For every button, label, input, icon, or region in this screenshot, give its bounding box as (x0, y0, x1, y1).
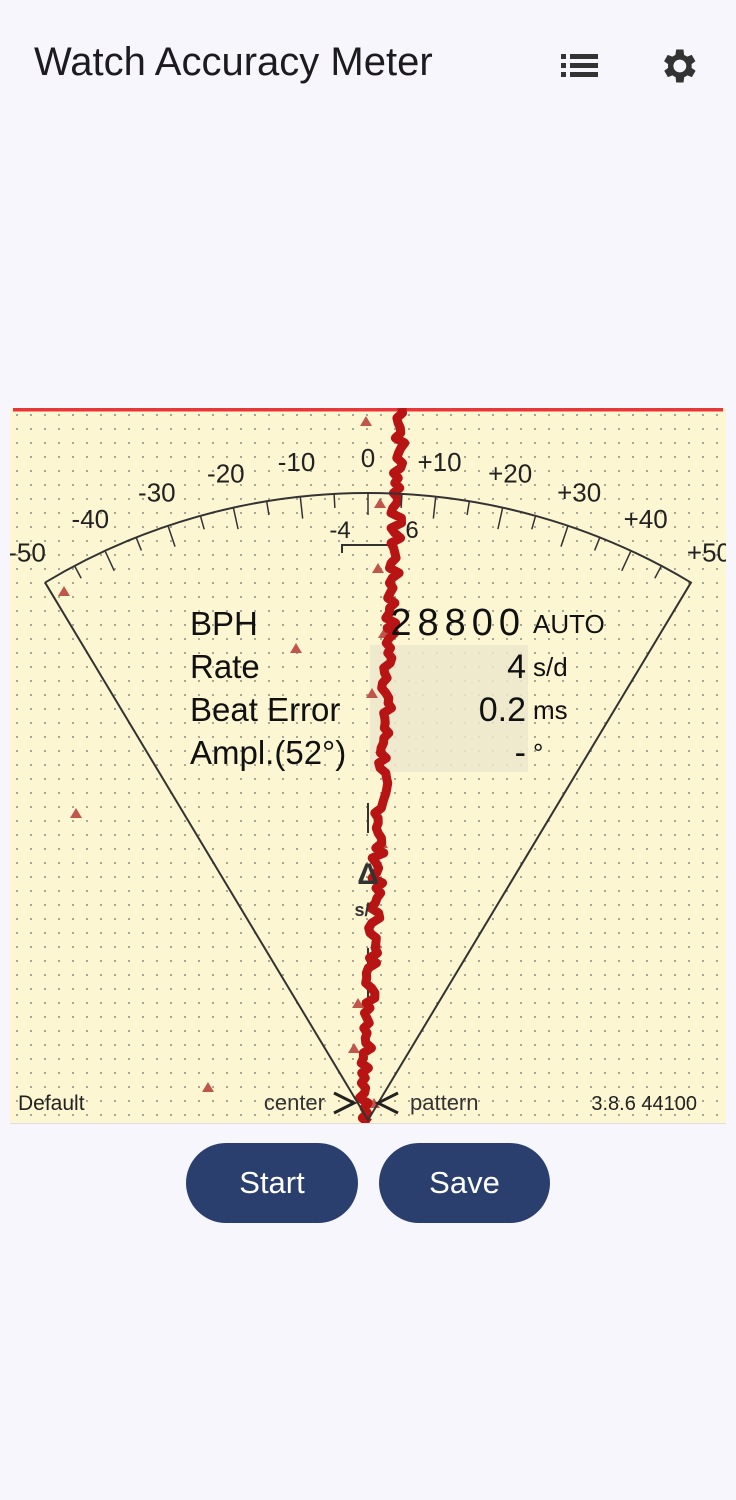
scale-label: -40 (72, 504, 110, 534)
scale-label: +50 (687, 538, 726, 568)
app-bar: Watch Accuracy Meter (0, 0, 736, 130)
center-label: center (264, 1090, 325, 1115)
scale-label: +40 (624, 504, 668, 534)
reading-unit: ° (533, 738, 543, 768)
scale-label: -10 (278, 447, 316, 477)
version-label: 3.8.6 44100 (591, 1093, 697, 1115)
inner-bracket (341, 544, 393, 553)
scale-tick (135, 537, 143, 551)
scale-label: +20 (488, 458, 532, 488)
scale-tick (333, 493, 336, 508)
reading-unit: s/d (533, 652, 568, 682)
reading-unit: AUTO (533, 609, 605, 639)
scale-tick (299, 496, 304, 519)
scale-tick (593, 537, 601, 551)
scale-tick (44, 582, 58, 602)
reading-label: Beat Error (190, 691, 340, 728)
center-arrows (333, 1091, 399, 1115)
scale-tick (232, 507, 239, 530)
inner-scale-label: 6 (405, 517, 418, 544)
delta-unit: s/ (354, 900, 369, 920)
scale-tick (560, 525, 569, 547)
save-button[interactable]: Save (379, 1143, 550, 1223)
readings-bg (370, 645, 528, 772)
inner-scale-label: -4 (329, 517, 350, 544)
scale-tick (531, 515, 537, 530)
meter-fan (44, 492, 693, 1122)
settings-icon[interactable] (656, 44, 700, 88)
reading-label: Rate (190, 648, 260, 685)
scale-label: -20 (207, 458, 245, 488)
reading-unit: ms (533, 695, 568, 725)
scale-tick (654, 565, 663, 579)
reading-label: Ampl.(52°) (190, 734, 346, 771)
scale-tick (497, 507, 504, 530)
reading-label: BPH (190, 605, 258, 642)
scale-tick (678, 582, 692, 602)
scale-tick (466, 501, 471, 516)
reading-value: 28800 (390, 602, 526, 644)
pattern-label: pattern (410, 1090, 479, 1115)
reading-value: 4 (507, 648, 526, 686)
scale-tick (265, 501, 270, 516)
scale-label: +10 (417, 447, 461, 477)
profile-label: Default (18, 1092, 85, 1115)
trace (354, 408, 410, 1123)
list-icon[interactable] (558, 48, 602, 84)
scale-tick (432, 496, 437, 519)
app-title: Watch Accuracy Meter (34, 40, 433, 84)
start-button[interactable]: Start (186, 1143, 358, 1223)
reading-value: - (515, 734, 526, 772)
scale-label: 0 (361, 443, 375, 473)
delta-symbol: Δ (357, 858, 379, 891)
scale-tick (104, 550, 115, 572)
scale-tick (400, 493, 403, 508)
reading-value: 0.2 (479, 691, 526, 729)
meter-panel: -50 -40 -30 -20 -10 0 +10 +20 +30 +40 +50 -4 6 BPH 288… (10, 408, 726, 1124)
scale-label: -30 (138, 478, 176, 508)
scale-tick (199, 515, 205, 530)
scale-tick (73, 565, 82, 579)
scale-tick (167, 525, 176, 547)
scale-label: +30 (557, 478, 601, 508)
scale-label: -50 (10, 538, 46, 568)
scale-tick (621, 550, 632, 572)
